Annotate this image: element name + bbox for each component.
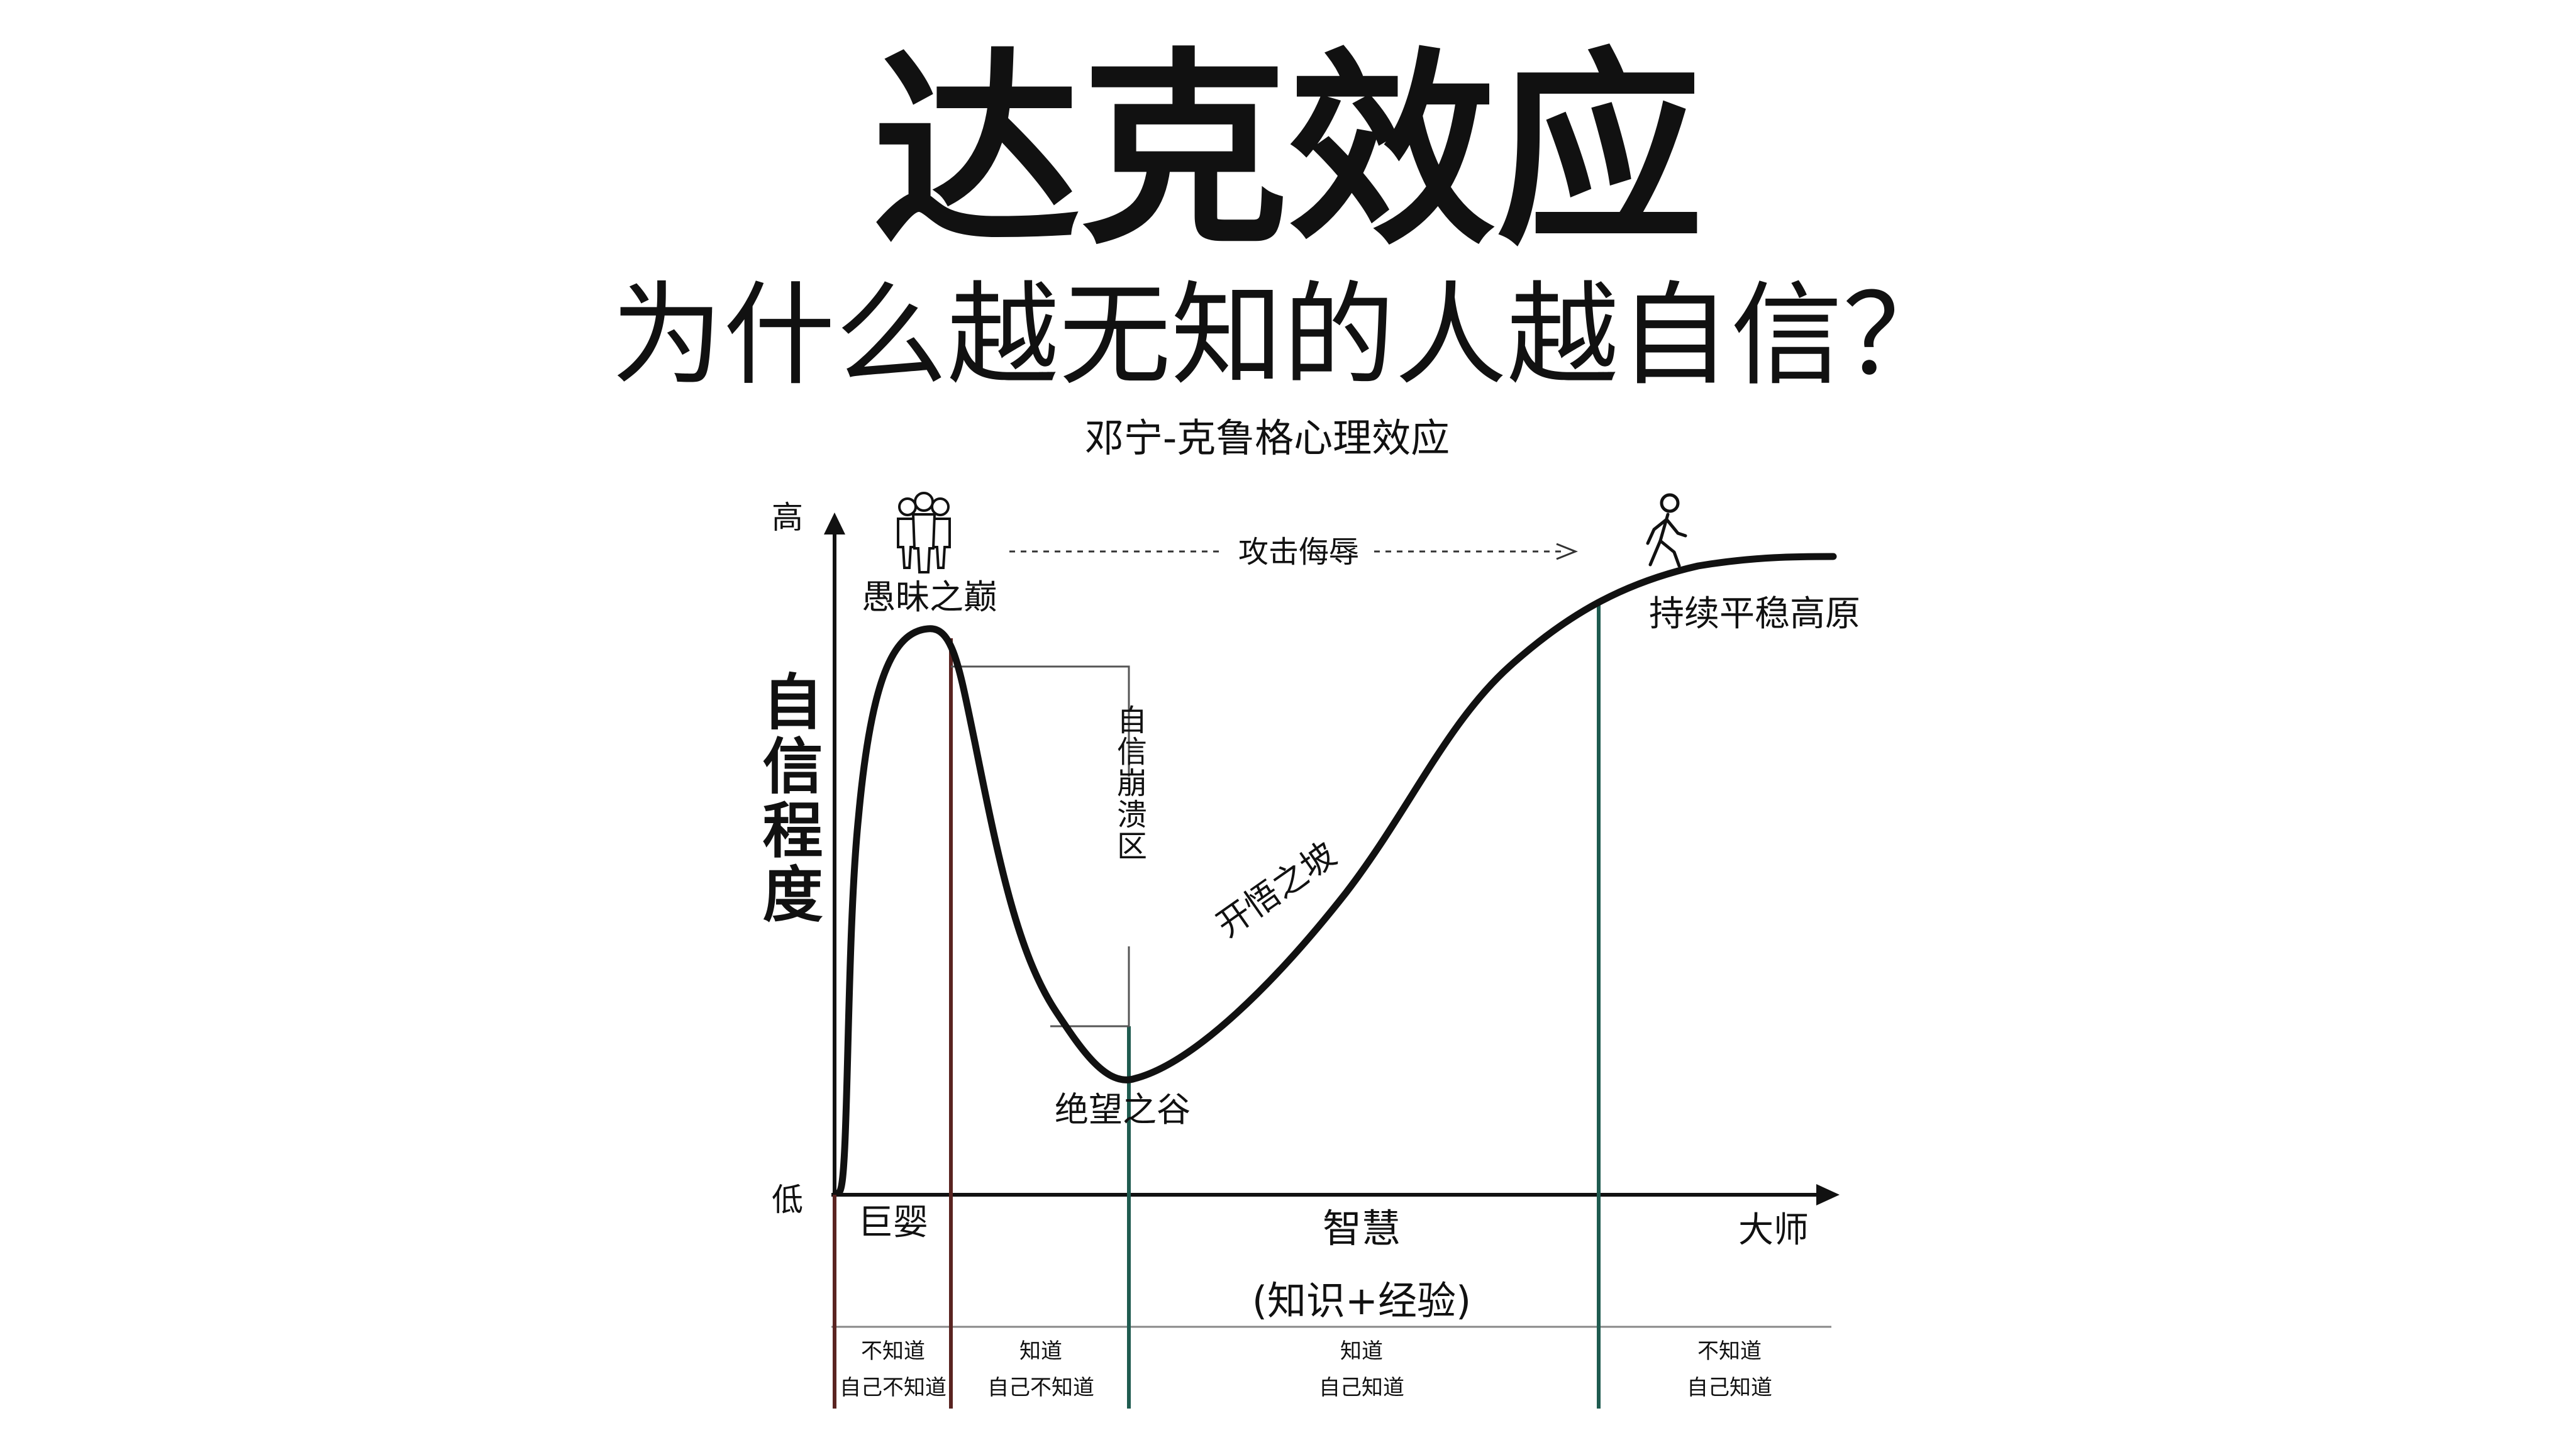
valley-label: 绝望之谷 — [1055, 1090, 1191, 1129]
plateau-label: 持续平稳高原 — [1649, 594, 1860, 634]
x-axis-start-label: 巨婴 — [858, 1202, 928, 1243]
peak-label: 愚昧之巅 — [862, 577, 997, 617]
collapse-label-backdrop — [1110, 777, 1148, 946]
page-title: 达克效应 — [873, 28, 1703, 272]
x-axis-middle-label: 智慧 — [1323, 1205, 1401, 1251]
y-axis-low-label: 低 — [772, 1182, 803, 1218]
stage-2-line-1: 知道 — [1019, 1339, 1062, 1364]
stage-3-line-1: 知道 — [1340, 1339, 1383, 1364]
group-of-people-icon — [897, 492, 951, 573]
x-axis-arrow — [1816, 1184, 1840, 1205]
slope-label: 开悟之坡 — [1209, 834, 1343, 944]
attack-arrow-label: 攻击侮辱 — [1238, 534, 1359, 570]
stage-4-line-2: 自己知道 — [1687, 1375, 1772, 1400]
stage-1-line-1: 不知道 — [861, 1339, 925, 1364]
x-axis-end-label: 大师 — [1738, 1210, 1809, 1251]
stage-1-line-2: 自己不知道 — [840, 1375, 947, 1400]
page-subtitle: 为什么越无知的人越自信？ — [611, 270, 1955, 401]
walking-person-icon — [1646, 493, 1687, 568]
stage-2-line-2: 自己不知道 — [987, 1375, 1094, 1400]
attack-arrow-head — [1556, 543, 1579, 560]
stage-3-line-2: 自己知道 — [1319, 1375, 1404, 1400]
collapse-zone-label: 自信崩溃区 — [1111, 704, 1146, 861]
y-axis-label: 自信程度 — [752, 670, 823, 927]
confidence-curve — [836, 553, 1837, 1195]
stage-4-line-1: 不知道 — [1697, 1339, 1762, 1364]
x-axis-middle-note: (知识+经验) — [1252, 1278, 1471, 1324]
y-axis-high-label: 高 — [772, 499, 803, 536]
collapse-zone-bracket — [951, 665, 1130, 1027]
y-axis-arrow — [824, 512, 845, 534]
page-caption: 邓宁-克鲁格心理效应 — [1085, 415, 1450, 461]
